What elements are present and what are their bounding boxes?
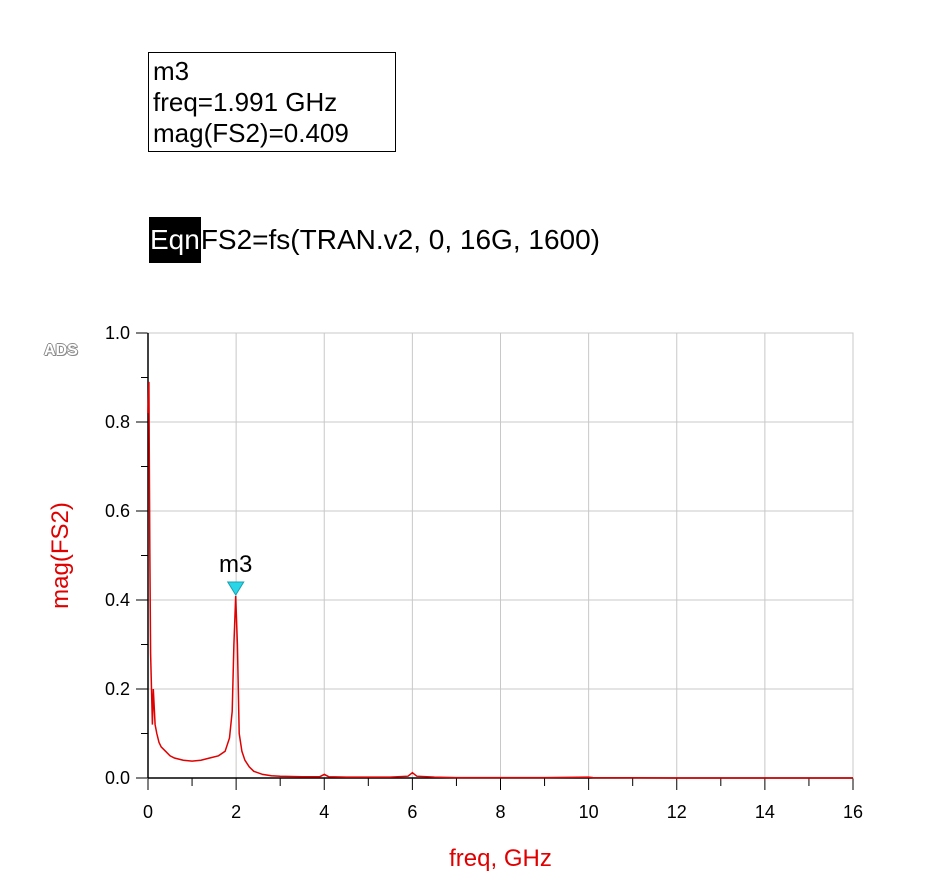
marker-label: m3 bbox=[219, 551, 252, 578]
marker-magnitude: mag(FS2)=0.409 bbox=[153, 118, 349, 148]
x-tick-label: 2 bbox=[231, 802, 241, 822]
y-tick-label: 1.0 bbox=[105, 323, 130, 343]
marker-readout-box[interactable]: m3 freq=1.991 GHz mag(FS2)=0.409 bbox=[148, 52, 396, 152]
x-tick-label: 6 bbox=[407, 802, 417, 822]
tick-labels: 0 2 4 6 8 10 12 14 16 0.0 0.2 0.4 0.6 0.8 1.0 bbox=[105, 323, 863, 822]
y-tick-label: 0.4 bbox=[105, 590, 130, 610]
x-tick-label: 14 bbox=[755, 802, 775, 822]
y-tick-label: 0.0 bbox=[105, 768, 130, 788]
series-line bbox=[147, 381, 853, 779]
x-tick-label: 4 bbox=[319, 802, 329, 822]
y-tick-label: 0.8 bbox=[105, 412, 130, 432]
x-axis-label: freq, GHz bbox=[449, 845, 552, 872]
ads-logo: ADS bbox=[44, 342, 78, 359]
y-tick-label: 0.2 bbox=[105, 679, 130, 699]
marker-layer: m3 bbox=[219, 551, 252, 596]
x-tick-label: 0 bbox=[143, 802, 153, 822]
x-tick-label: 10 bbox=[579, 802, 599, 822]
y-axis-label: mag(FS2) bbox=[47, 502, 74, 609]
equation-text: FS2=fs(TRAN.v2, 0, 16G, 1600) bbox=[200, 224, 600, 255]
marker-frequency: freq=1.991 GHz bbox=[153, 87, 338, 117]
x-tick-label: 8 bbox=[495, 802, 505, 822]
equation-tag: Eqn bbox=[149, 217, 201, 263]
marker-triangle-icon bbox=[226, 581, 245, 596]
equation-block[interactable]: Eqn FS2=fs(TRAN.v2, 0, 16G, 1600) bbox=[149, 217, 600, 263]
marker-name: m3 bbox=[153, 56, 190, 86]
x-tick-label: 16 bbox=[843, 802, 863, 822]
series-trace bbox=[147, 381, 853, 779]
y-tick-label: 0.6 bbox=[105, 501, 130, 521]
x-tick-label: 12 bbox=[667, 802, 687, 822]
